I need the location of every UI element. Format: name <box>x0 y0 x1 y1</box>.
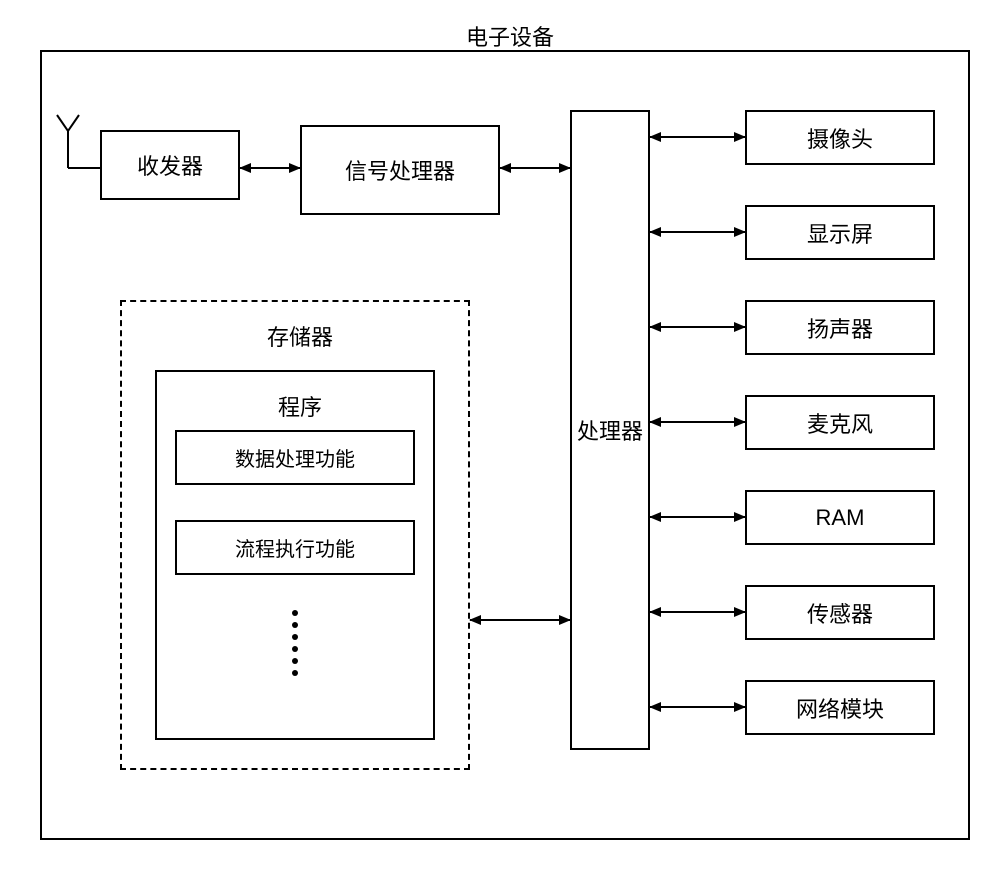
node-sensor: 传感器 <box>745 585 935 640</box>
storage-label: 存储器 <box>260 320 340 352</box>
node-microphone: 麦克风 <box>745 395 935 450</box>
diagram-canvas: 电子设备 收发器 信号处理器 处理器 存储器 程序 数据处理功能 流程执行功能 … <box>0 0 1000 871</box>
ellipsis-dots <box>292 610 298 676</box>
diagram-title: 电子设备 <box>450 20 570 52</box>
node-ram: RAM <box>745 490 935 545</box>
program-label: 程序 <box>270 390 330 422</box>
program-item-data-processing: 数据处理功能 <box>175 430 415 485</box>
node-processor: 处理器 <box>570 110 650 750</box>
node-speaker: 扬声器 <box>745 300 935 355</box>
program-item-flow-execution: 流程执行功能 <box>175 520 415 575</box>
node-transceiver: 收发器 <box>100 130 240 200</box>
node-display: 显示屏 <box>745 205 935 260</box>
node-network-module: 网络模块 <box>745 680 935 735</box>
node-signal-processor: 信号处理器 <box>300 125 500 215</box>
node-camera: 摄像头 <box>745 110 935 165</box>
